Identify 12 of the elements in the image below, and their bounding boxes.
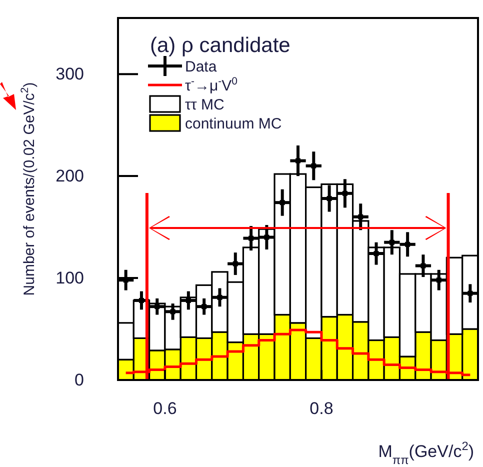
- x-tick-label: 0.8: [310, 399, 334, 418]
- y-tick-label: 100: [56, 268, 84, 288]
- legend-label: Data: [185, 58, 218, 76]
- legend-label: continuum MC: [185, 115, 282, 132]
- x-axis-title: M$_{ππ}$(GeV/c$^{2}$): [378, 439, 474, 467]
- text: (a) ρ candidate: [150, 34, 290, 57]
- y-tick-label: 200: [56, 166, 84, 186]
- legend-label: ττ MC: [185, 96, 225, 114]
- legend-label: τ$^{-}$→μ$^{-}$V$^{0}$: [185, 75, 238, 94]
- x-tick-label: 0.6: [153, 399, 177, 418]
- y-tick-label: 0: [74, 370, 84, 390]
- y-tick-label: 300: [56, 64, 84, 84]
